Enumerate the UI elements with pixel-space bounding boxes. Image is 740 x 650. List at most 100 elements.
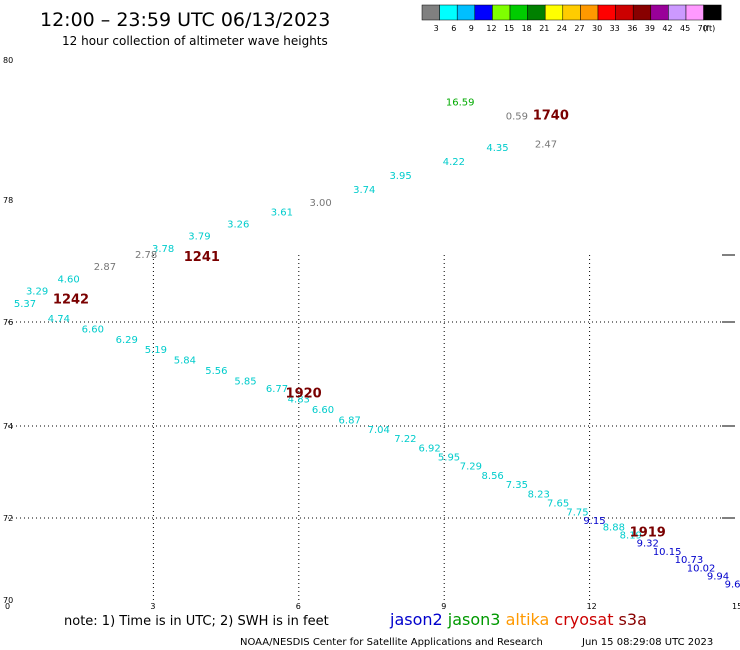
legend-swatch — [597, 4, 616, 21]
legend-swatch — [474, 4, 493, 21]
legend-label: 39 — [645, 24, 655, 33]
data-point-label: 8.19 — [620, 531, 642, 542]
legend-label: 9 — [469, 24, 474, 33]
chart-subtitle: 12 hour collection of altimeter wave hei… — [62, 34, 328, 48]
y-tick-label: 74 — [3, 422, 13, 431]
legend-label: 70 — [698, 24, 708, 33]
data-point-label: 6.87 — [339, 415, 361, 426]
data-point-label: 6.60 — [82, 324, 104, 335]
legend-label: 24 — [557, 24, 567, 33]
satellite-legend: jason2 jason3 altika cryosat s3a — [389, 610, 647, 629]
legend-swatch — [527, 4, 546, 21]
footer-note: note: 1) Time is in UTC; 2) SWH is in fe… — [64, 614, 329, 629]
data-point-label: 0.59 — [506, 112, 528, 123]
data-point-label: 5.37 — [14, 299, 36, 310]
legend-swatch — [544, 4, 564, 21]
time-label: 1740 — [533, 109, 569, 124]
data-point-label: 5.84 — [174, 356, 196, 367]
data-point-label: 4.60 — [57, 274, 79, 285]
data-point-label: 7.29 — [460, 462, 482, 473]
chart-title: 12:00 – 23:59 UTC 06/13/2023 — [40, 9, 330, 31]
data-point-label: 2.47 — [535, 140, 557, 151]
legend-label: 45 — [680, 24, 690, 33]
legend-swatch — [580, 4, 599, 21]
satellite-jason2: jason2 — [389, 610, 443, 629]
data-point-label: 5.56 — [205, 366, 227, 377]
data-point-label: 10.73 — [675, 555, 704, 566]
data-point-label: 3.61 — [271, 207, 293, 218]
data-point-label: 6.29 — [116, 335, 138, 346]
data-point-label: 7.35 — [506, 480, 528, 491]
data-point-label: 16.59 — [446, 98, 475, 109]
data-point-label: 7.04 — [368, 425, 390, 436]
legend-swatch — [650, 4, 669, 21]
time-labels: 1740 1241 1242 1920 1919 — [53, 109, 666, 541]
legend-swatch — [492, 4, 511, 21]
data-point-label: 3.74 — [353, 185, 375, 196]
data-point-label: 9.6 — [725, 580, 740, 591]
x-tick-label: 9 — [441, 602, 446, 611]
time-label: 1919 — [630, 525, 666, 540]
data-point-label: 4.22 — [443, 157, 465, 168]
data-point-label: 2.87 — [94, 262, 116, 273]
data-point-label: 9.32 — [637, 539, 659, 550]
data-point-label: 10.02 — [687, 563, 716, 574]
legend-label: 21 — [539, 24, 549, 33]
data-point-label: 6.77 — [266, 384, 288, 395]
legend-swatch — [615, 4, 634, 21]
satellite-s3a: s3a — [613, 610, 646, 629]
data-point-label: 9.94 — [707, 572, 729, 583]
data-point-label: 3.29 — [26, 287, 48, 298]
color-legend: 3 6 9 12 15 18 21 24 27 30 33 36 39 42 45 70(ft) — [421, 4, 722, 33]
data-point-label: 5.95 — [438, 453, 460, 464]
legend-swatch — [632, 4, 652, 21]
data-point-label: 5.19 — [145, 345, 167, 356]
satellite-cryosat: cryosat — [549, 610, 613, 629]
legend-label: 27 — [574, 24, 584, 33]
legend-label: 36 — [627, 24, 637, 33]
legend-swatch — [439, 4, 458, 21]
data-point-label: 9.15 — [583, 516, 605, 527]
legend-label: 33 — [610, 24, 620, 33]
data-point-label: 3.00 — [309, 198, 331, 209]
legend-label: 15 — [504, 24, 514, 33]
data-point-label: 10.15 — [653, 547, 682, 558]
y-tick-label: 76 — [3, 318, 13, 327]
data-point-label: 5.85 — [234, 376, 256, 387]
data-point-label: 4.35 — [486, 143, 508, 154]
legend-label: 3 — [434, 24, 439, 33]
legend-swatch — [421, 4, 440, 21]
legend-label: 18 — [522, 24, 532, 33]
data-points: 16.59 0.59 2.47 4.35 4.22 3.95 3.74 3.00 3.61 3.2… — [14, 98, 740, 591]
data-point-label: 4.74 — [48, 314, 70, 325]
time-label: 1242 — [53, 293, 89, 308]
satellite-altika: altika — [500, 610, 549, 629]
data-point-label: 8.56 — [482, 471, 504, 482]
data-point-label: 7.65 — [547, 499, 569, 510]
y-tick-label: 70 — [3, 596, 13, 605]
satellite-jason3: jason3 — [443, 610, 501, 629]
y-tick-label: 78 — [3, 196, 13, 205]
x-tick-label: 12 — [587, 602, 597, 611]
footer-credit: NOAA/NESDIS Center for Satellite Applica… — [240, 637, 543, 648]
plot-axes: 0 3 6 9 12 15 80 78 76 74 72 70 — [3, 56, 740, 611]
data-point-label: 3.78 — [152, 244, 174, 255]
data-point-label: 3.79 — [188, 232, 210, 243]
footer-timestamp: Jun 15 08:29:08 UTC 2023 — [581, 637, 713, 648]
plot-grid — [8, 255, 735, 600]
legend-swatch — [685, 4, 704, 21]
legend-swatch — [668, 4, 687, 21]
legend-swatch — [509, 4, 528, 21]
data-point-label: 3.95 — [389, 171, 411, 182]
legend-swatch — [456, 4, 476, 21]
legend-swatch — [562, 4, 581, 21]
time-label: 1241 — [184, 250, 220, 265]
data-point-label: 6.60 — [312, 405, 334, 416]
legend-label: 12 — [486, 24, 496, 33]
data-point-label: 6.92 — [419, 443, 441, 454]
time-label: 1920 — [286, 386, 322, 401]
data-point-label: 3.26 — [227, 219, 249, 230]
legend-unit: (ft) — [703, 24, 715, 33]
legend-label: 6 — [451, 24, 456, 33]
